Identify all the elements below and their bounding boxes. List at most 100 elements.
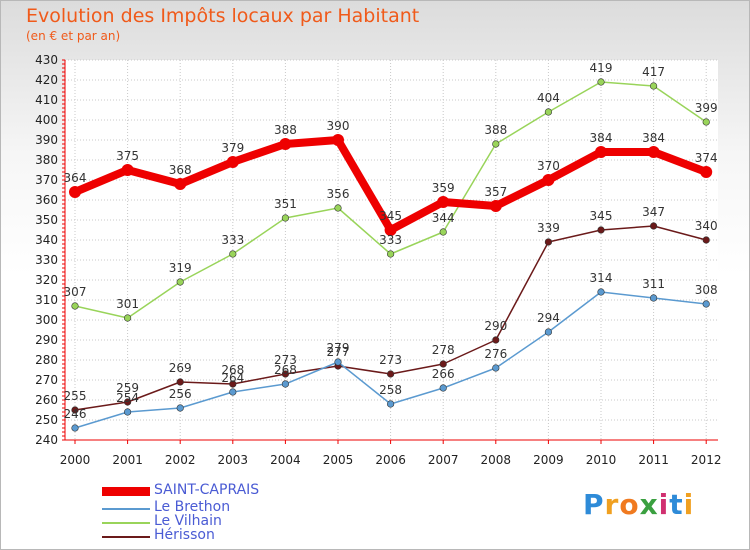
data-point	[439, 228, 447, 236]
legend-swatch	[102, 536, 150, 538]
data-point	[71, 302, 79, 310]
data-label: 356	[327, 187, 350, 201]
data-point	[334, 358, 342, 366]
data-label: 301	[116, 297, 139, 311]
y-tick-label: 370	[35, 173, 58, 187]
data-point	[281, 214, 290, 222]
data-point	[71, 424, 79, 432]
y-tick-label: 360	[35, 193, 58, 207]
data-label: 351	[274, 197, 297, 211]
y-tick-label: 330	[35, 253, 58, 267]
data-label: 254	[116, 391, 139, 405]
legend-label: SAINT-CAPRAIS	[154, 482, 260, 498]
data-label: 364	[64, 171, 87, 185]
data-point	[229, 250, 237, 258]
logo-letter: x	[639, 488, 659, 521]
data-point	[176, 404, 184, 412]
y-tick-label: 250	[35, 413, 58, 427]
data-point	[332, 134, 344, 146]
y-tick-label: 270	[35, 373, 58, 387]
data-point	[492, 336, 500, 344]
data-point	[281, 380, 290, 388]
x-tick-label: 2012	[691, 453, 722, 467]
y-tick-label: 340	[35, 233, 58, 247]
data-label: 417	[642, 65, 665, 79]
data-label: 370	[537, 159, 560, 173]
data-label: 319	[169, 261, 192, 275]
data-label: 246	[64, 407, 87, 421]
data-point	[229, 388, 237, 396]
data-label: 268	[274, 363, 297, 377]
data-point	[649, 222, 658, 230]
data-point	[647, 146, 660, 158]
data-label: 278	[432, 343, 455, 357]
data-label: 311	[642, 277, 665, 291]
data-point	[437, 196, 450, 208]
legend-label: Le Vilhain	[154, 513, 222, 529]
logo-letter: r	[604, 488, 620, 521]
y-tick-label: 320	[35, 273, 58, 287]
legend-swatch	[102, 487, 150, 496]
y-tick-label: 260	[35, 393, 58, 407]
y-tick-label: 280	[35, 353, 58, 367]
data-point	[121, 164, 134, 176]
data-point	[123, 314, 132, 322]
data-point	[649, 294, 658, 302]
data-label: 269	[169, 361, 192, 375]
data-point	[279, 138, 292, 150]
data-label: 276	[484, 347, 507, 361]
data-point	[489, 200, 502, 212]
legend-label: Le Brethon	[154, 499, 231, 515]
data-label: 294	[537, 311, 560, 325]
data-label: 375	[116, 149, 139, 163]
data-label: 359	[432, 181, 455, 195]
data-point	[439, 360, 447, 368]
data-point	[69, 186, 81, 198]
data-label: 268	[221, 363, 244, 377]
x-tick-label: 2009	[533, 453, 564, 467]
data-label: 388	[484, 123, 507, 137]
data-point	[702, 236, 710, 244]
data-label: 259	[116, 381, 139, 395]
x-tick-label: 2011	[638, 453, 669, 467]
y-tick-label: 300	[35, 313, 58, 327]
logo-letter: o	[619, 488, 640, 521]
data-label: 290	[484, 319, 507, 333]
data-point	[597, 226, 605, 234]
x-tick-label: 2010	[586, 453, 617, 467]
data-point	[702, 300, 710, 308]
data-label: 307	[64, 285, 87, 299]
y-tick-label: 310	[35, 293, 58, 307]
data-point	[281, 370, 290, 378]
data-point	[176, 278, 184, 286]
data-label: 339	[537, 221, 560, 235]
data-point	[334, 204, 342, 212]
data-label: 308	[695, 283, 718, 297]
data-label: 256	[169, 387, 192, 401]
data-point	[544, 238, 553, 246]
logo-letter: t	[669, 488, 684, 521]
data-label: 340	[695, 219, 718, 233]
data-point	[700, 166, 713, 178]
y-tick-label: 290	[35, 333, 58, 347]
data-label: 419	[590, 61, 613, 75]
data-label: 255	[64, 389, 87, 403]
x-tick-label: 2003	[218, 453, 249, 467]
data-point	[384, 224, 397, 236]
legend-swatch	[102, 522, 150, 524]
data-label: 345	[590, 209, 613, 223]
data-label: 379	[221, 141, 244, 155]
data-point	[597, 288, 605, 296]
data-label: 273	[274, 353, 297, 367]
data-point	[229, 380, 237, 388]
data-label: 258	[379, 383, 402, 397]
x-tick-label: 2000	[60, 453, 91, 467]
y-tick-label: 410	[35, 93, 58, 107]
y-tick-label: 400	[35, 113, 58, 127]
data-point	[595, 146, 607, 158]
data-point	[387, 250, 395, 258]
data-point	[492, 140, 500, 148]
y-tick-label: 420	[35, 73, 58, 87]
data-point	[226, 156, 239, 168]
